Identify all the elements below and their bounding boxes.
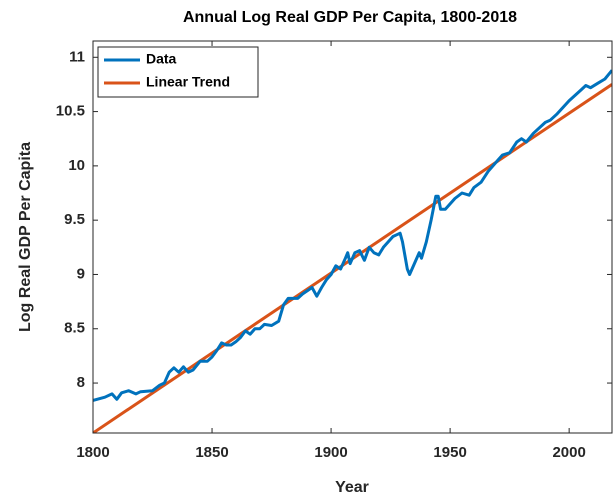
y-tick-label: 9.5 (64, 211, 85, 228)
x-tick-label: 1800 (76, 444, 109, 461)
y-tick-label: 9 (77, 265, 85, 282)
x-tick-label: 2000 (552, 444, 585, 461)
y-tick-label: 11 (69, 48, 85, 65)
y-tick-label: 10.5 (56, 103, 85, 120)
plot-frame (92, 40, 613, 434)
data-line (93, 69, 612, 402)
x-tick-label: 1850 (195, 444, 228, 461)
y-tick-label: 10 (68, 157, 85, 174)
legend-label: Data (146, 51, 177, 67)
x-tick-label: 1900 (314, 444, 347, 461)
chart-title: Annual Log Real GDP Per Capita, 1800-201… (183, 9, 517, 26)
legend-box (97, 46, 259, 98)
legend-label: Linear Trend (146, 74, 230, 90)
x-tick-label: 1950 (433, 444, 466, 461)
x-axis-label: Year (335, 479, 369, 496)
y-tick-label: 8.5 (64, 320, 85, 337)
y-axis-label: Log Real GDP Per Capita (17, 142, 34, 332)
y-tick-label: 8 (77, 374, 85, 391)
